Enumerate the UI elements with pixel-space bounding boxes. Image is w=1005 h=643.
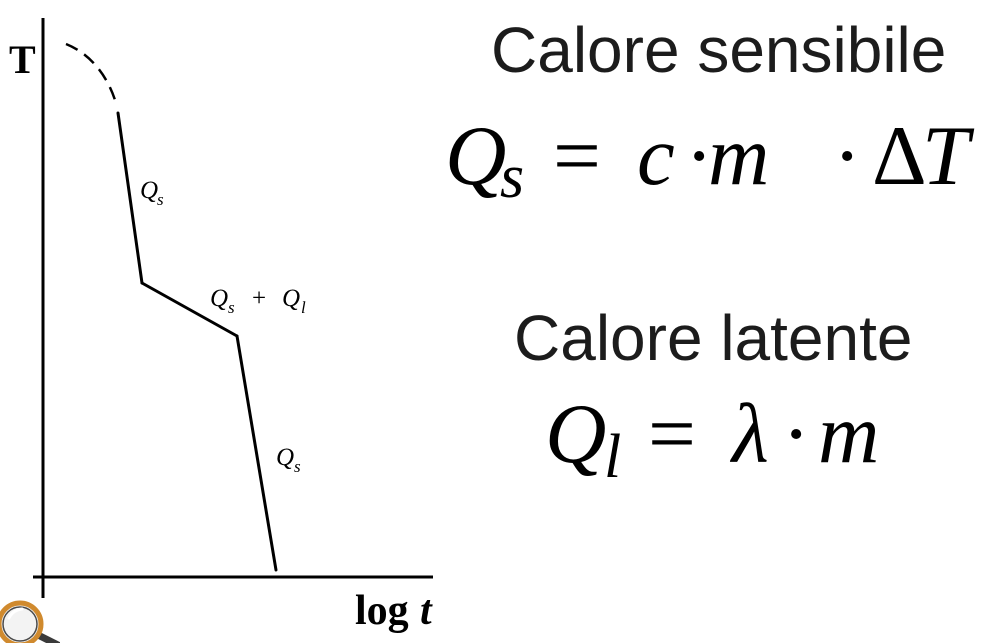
sensible-formula-delta: Δ xyxy=(872,109,927,203)
segment-phase-change xyxy=(140,281,239,338)
segment-label-1-symbol: Q xyxy=(140,177,159,204)
segment-label-3-subscript: s xyxy=(294,457,301,476)
segment-label-2-right-subscript: l xyxy=(301,298,306,317)
latent-formula-dot: · xyxy=(782,387,811,481)
latent-formula-subscript: l xyxy=(604,423,622,491)
segment-label-2-left-subscript: s xyxy=(228,298,235,317)
sensible-formula-symbol: Q xyxy=(445,109,507,203)
segment-label-2-left-symbol: Q xyxy=(210,285,229,312)
x-axis-label-variable: t xyxy=(420,588,432,634)
sensible-formula-m: m xyxy=(708,109,770,203)
sensible-formula-subscript: s xyxy=(500,143,525,211)
segment-label-3-symbol: Q xyxy=(276,444,295,471)
segment-label-1-subscript: s xyxy=(157,190,164,209)
segment-sensible-cooling-2 xyxy=(235,334,278,572)
latent-formula-equals: = xyxy=(648,387,696,481)
latent-heat-title: Calore latente xyxy=(514,302,913,374)
curve-initial-dashed xyxy=(65,42,117,101)
sensible-formula-equals: = xyxy=(553,109,601,203)
segment-label-2-right-symbol: Q xyxy=(282,285,301,312)
sensible-formula-T: T xyxy=(922,109,970,203)
magnifier-icon xyxy=(0,600,60,643)
segment-sensible-cooling-1 xyxy=(116,111,144,285)
sensible-formula-dot-2: · xyxy=(833,109,862,203)
x-axis-label-prefix: log xyxy=(355,588,409,634)
segment-label-2-operator: + xyxy=(252,285,267,312)
latent-formula-lambda: λ xyxy=(732,387,769,481)
latent-formula-m: m xyxy=(818,387,880,481)
y-axis-label: T xyxy=(9,37,36,82)
latent-formula-symbol: Q xyxy=(545,387,607,481)
sensible-heat-title: Calore sensibile xyxy=(491,14,947,86)
sensible-formula-c: c xyxy=(637,109,675,203)
sensible-formula-dot-1: · xyxy=(685,109,714,203)
